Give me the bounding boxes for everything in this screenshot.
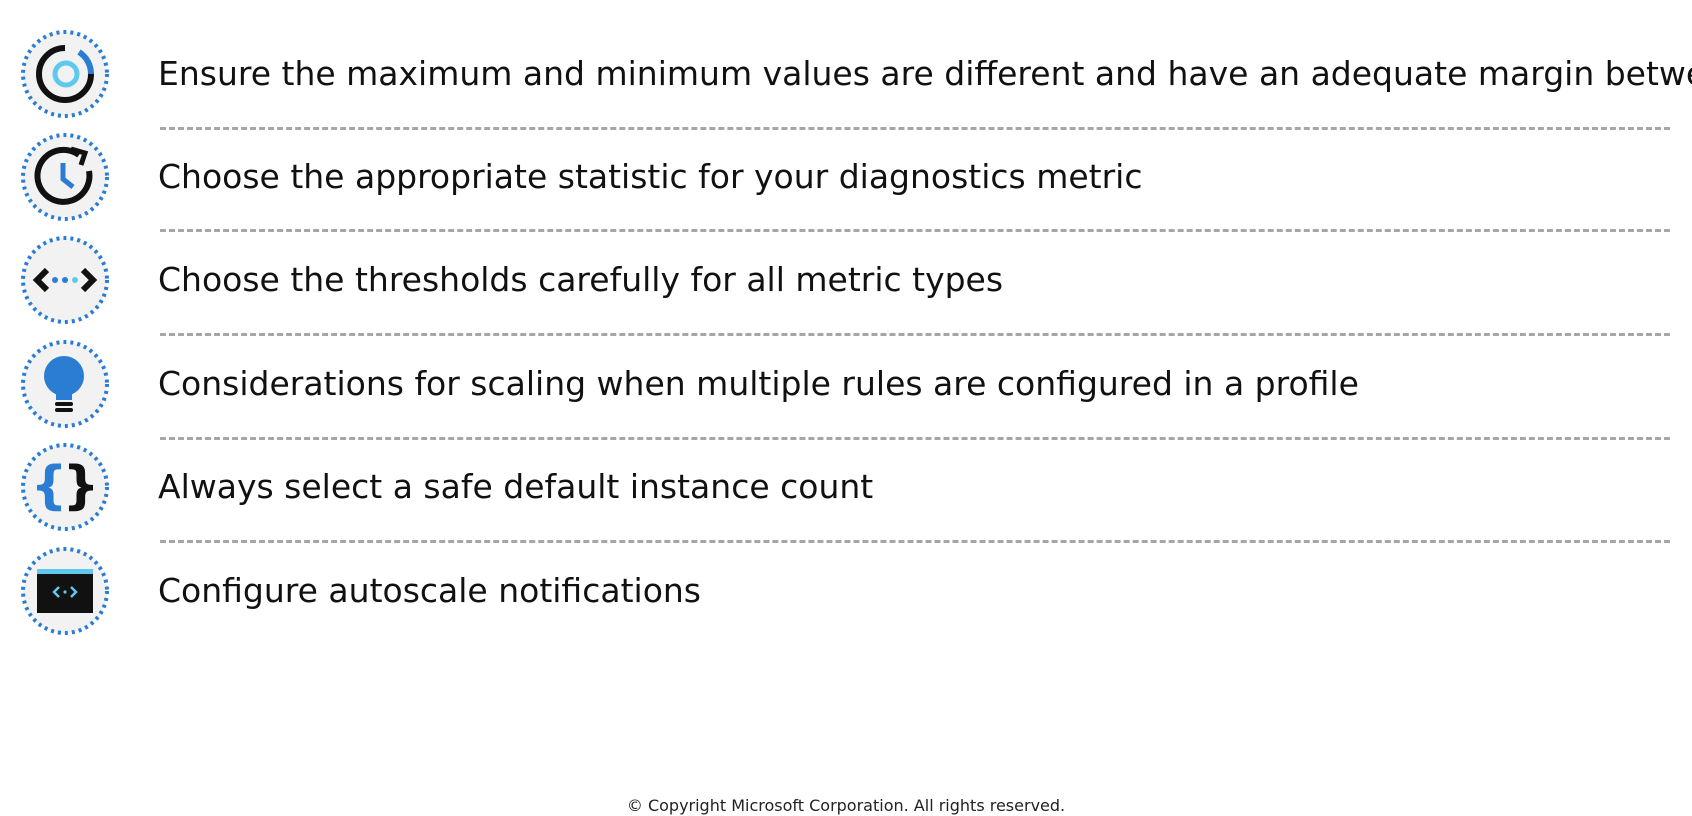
separator — [160, 437, 1670, 440]
icon-braces: { } — [21, 443, 109, 531]
item-text: Configure autoscale notifications — [158, 571, 701, 610]
icon-console — [21, 547, 109, 635]
separator — [160, 540, 1670, 543]
item-text: Choose the appropriate statistic for you… — [158, 157, 1143, 196]
icon-code-dots — [21, 236, 109, 324]
item-text: Ensure the maximum and minimum values ar… — [158, 54, 1692, 93]
separator — [160, 333, 1670, 336]
item-text: Choose the thresholds carefully for all … — [158, 260, 1004, 299]
item-text: Always select a safe default instance co… — [158, 467, 874, 506]
svg-text:{: { — [30, 456, 67, 516]
separator — [160, 229, 1670, 232]
svg-text:}: } — [62, 456, 99, 516]
icon-clock — [21, 133, 109, 221]
separator — [160, 127, 1670, 130]
footer: © Copyright Microsoft Corporation. All r… — [626, 796, 1066, 815]
icon-bulb — [21, 340, 109, 428]
item-text: Considerations for scaling when multiple… — [158, 364, 1359, 403]
icon-gauge — [21, 30, 109, 118]
